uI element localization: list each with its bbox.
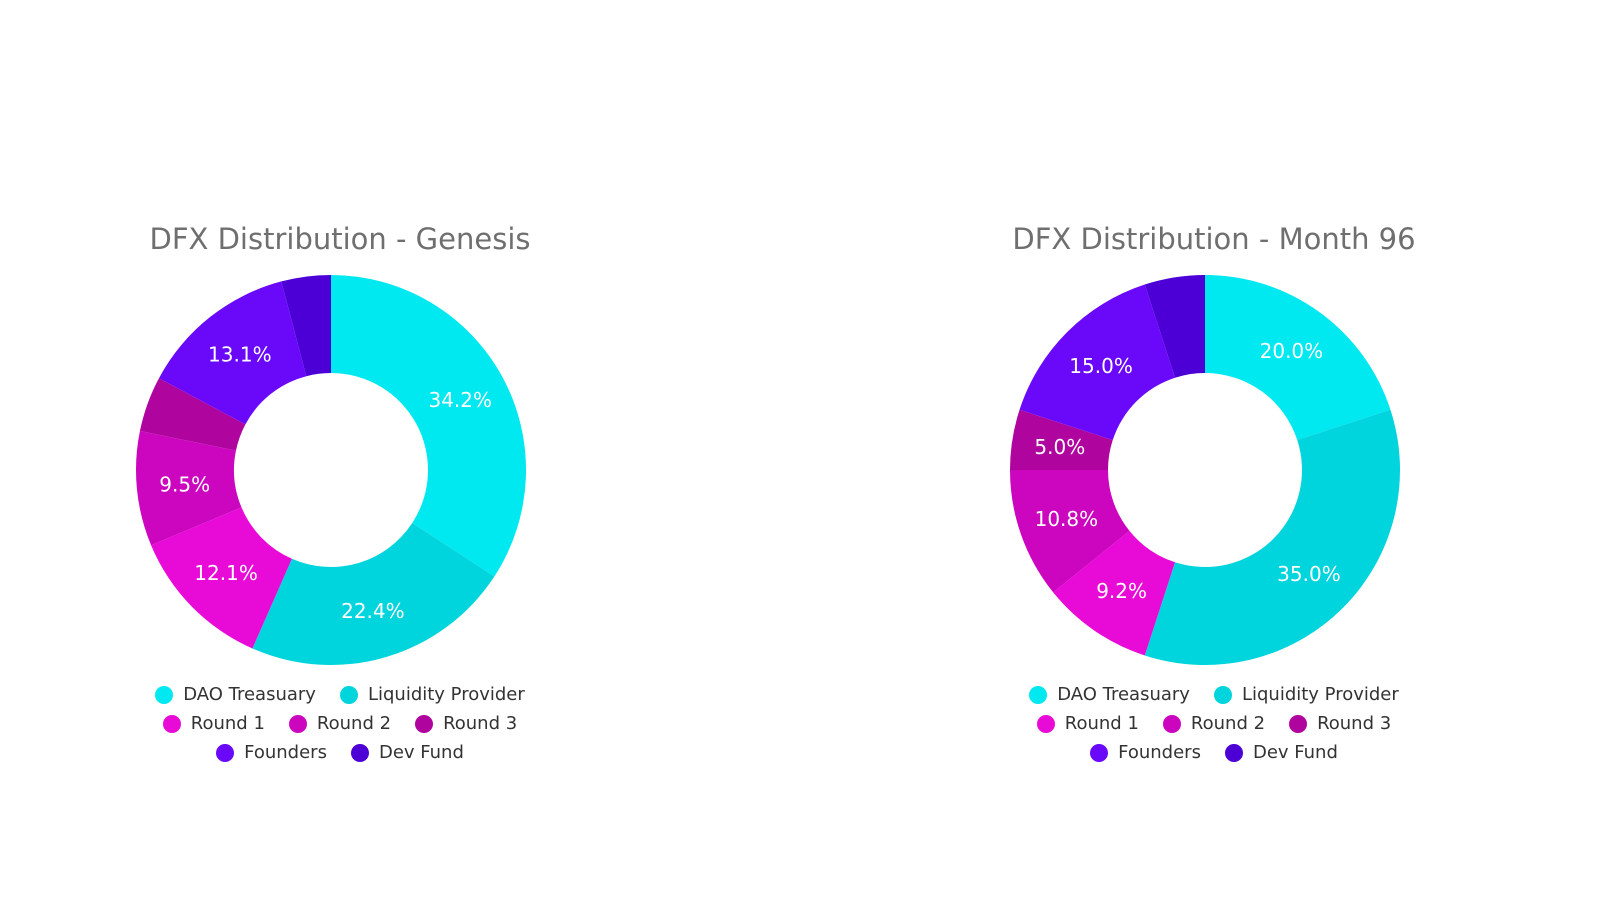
data-label-round-2: 10.8% [1035, 507, 1099, 531]
slice-founders [158, 281, 307, 425]
legend-item-round-1[interactable]: Round 1 [162, 713, 265, 734]
legend-swatch [1162, 714, 1181, 733]
legend-row: Founders Dev Fund [130, 738, 550, 767]
slice-liquidity-provider [252, 523, 495, 665]
legend-label: Round 1 [1064, 713, 1139, 734]
legend-label: DAO Treasuary [1057, 684, 1190, 705]
data-label-round-1: 9.2% [1096, 579, 1147, 603]
legend-label: Dev Fund [378, 742, 464, 763]
legend-item-round-3[interactable]: Round 3 [1289, 713, 1391, 734]
legend-label: Liquidity Provider [367, 684, 525, 705]
legend-swatch [339, 685, 358, 704]
legend-label: Round 3 [1317, 713, 1392, 734]
data-label-dao-treasuary: 20.0% [1260, 339, 1324, 363]
legend-label: Round 1 [190, 713, 265, 734]
legend-swatch [350, 743, 369, 762]
data-label-founders: 15.0% [1069, 354, 1133, 378]
legend-row: Founders Dev Fund [1004, 738, 1424, 767]
data-label-round-3: 5.0% [1034, 435, 1085, 459]
legend-label: DAO Treasuary [183, 684, 316, 705]
data-label-liquidity-provider: 22.4% [341, 599, 405, 623]
legend-label: Liquidity Provider [1241, 684, 1399, 705]
legend-swatch [288, 714, 307, 733]
legend-swatch [162, 714, 181, 733]
slice-founders [1019, 284, 1176, 441]
donut-plot: 34.2% 22.4% 12.1% 9.5% 13.1% [136, 275, 526, 665]
slice-round-1 [151, 507, 292, 649]
slice-dev-fund [1144, 275, 1205, 378]
legend-swatch [1224, 743, 1243, 762]
legend-swatch [1036, 714, 1055, 733]
legend-label: Founders [244, 742, 327, 763]
legend-row: Round 1 Round 2 Round 3 [1004, 709, 1424, 738]
data-label-dao-treasuary: 34.2% [428, 388, 492, 412]
legend-swatch [1289, 714, 1308, 733]
legend-swatch [1090, 743, 1109, 762]
legend-item-round-1[interactable]: Round 1 [1036, 713, 1139, 734]
donut-plot: 20.0% 35.0% 9.2% 10.8% 5.0% 15.0% [1010, 275, 1400, 665]
data-label-round-2: 9.5% [159, 472, 210, 496]
slice-round-1 [1053, 530, 1176, 656]
donut-chart-genesis: DFX Distribution - Genesis 34.2% 22.4% 12.… [130, 0, 550, 900]
slice-round-2 [136, 431, 242, 546]
slice-dao-treasuary [1205, 275, 1391, 441]
legend-item-round-3[interactable]: Round 3 [415, 713, 517, 734]
legend-label: Founders [1118, 742, 1201, 763]
data-label-liquidity-provider: 35.0% [1277, 562, 1341, 586]
slice-liquidity-provider [1144, 409, 1400, 665]
legend-label: Round 2 [316, 713, 392, 734]
legend-item-dao-treasuary[interactable]: DAO Treasuary [1029, 684, 1190, 705]
legend-item-liquidity-provider[interactable]: Liquidity Provider [339, 684, 525, 705]
legend-item-liquidity-provider[interactable]: Liquidity Provider [1213, 684, 1399, 705]
chart-legend: DAO Treasuary Liquidity Provider Round 1 Ro… [1004, 680, 1424, 767]
legend-swatch [216, 743, 235, 762]
slice-round-3 [1010, 409, 1113, 470]
legend-item-founders[interactable]: Founders [216, 742, 327, 763]
legend-item-round-2[interactable]: Round 2 [1162, 713, 1266, 734]
legend-row: DAO Treasuary Liquidity Provider [1004, 680, 1424, 709]
legend-swatch [1213, 685, 1232, 704]
legend-label: Round 3 [443, 713, 518, 734]
data-label-round-1: 12.1% [194, 561, 258, 585]
slice-round-2 [1010, 470, 1130, 593]
legend-swatch [155, 685, 174, 704]
legend-item-dev-fund[interactable]: Dev Fund [350, 742, 464, 763]
chart-title: DFX Distribution - Genesis [149, 222, 531, 256]
chart-legend: DAO Treasuary Liquidity Provider Round 1 Ro… [130, 680, 550, 767]
slice-dao-treasuary [331, 275, 526, 577]
legend-swatch [415, 714, 434, 733]
legend-label: Dev Fund [1252, 742, 1338, 763]
legend-item-round-2[interactable]: Round 2 [288, 713, 392, 734]
legend-item-founders[interactable]: Founders [1090, 742, 1201, 763]
legend-swatch [1029, 685, 1048, 704]
data-label-founders: 13.1% [208, 343, 272, 367]
legend-item-dao-treasuary[interactable]: DAO Treasuary [155, 684, 316, 705]
donut-chart-month-96: DFX Distribution - Month 96 20.0% 35.0% 9.… [1004, 0, 1424, 900]
legend-label: Round 2 [1190, 713, 1266, 734]
chart-title: DFX Distribution - Month 96 [1012, 222, 1416, 256]
slice-dev-fund [281, 275, 331, 377]
slice-round-3 [139, 378, 246, 451]
legend-row: DAO Treasuary Liquidity Provider [130, 680, 550, 709]
legend-item-dev-fund[interactable]: Dev Fund [1224, 742, 1338, 763]
legend-row: Round 1 Round 2 Round 3 [130, 709, 550, 738]
